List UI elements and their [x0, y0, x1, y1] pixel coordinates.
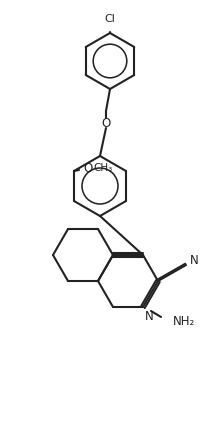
Text: O: O — [101, 116, 111, 129]
Text: N: N — [190, 255, 199, 268]
Text: N: N — [145, 310, 154, 323]
Text: CH₃: CH₃ — [93, 163, 112, 173]
Text: Cl: Cl — [104, 14, 115, 24]
Text: O: O — [83, 161, 92, 174]
Text: NH₂: NH₂ — [173, 316, 195, 328]
